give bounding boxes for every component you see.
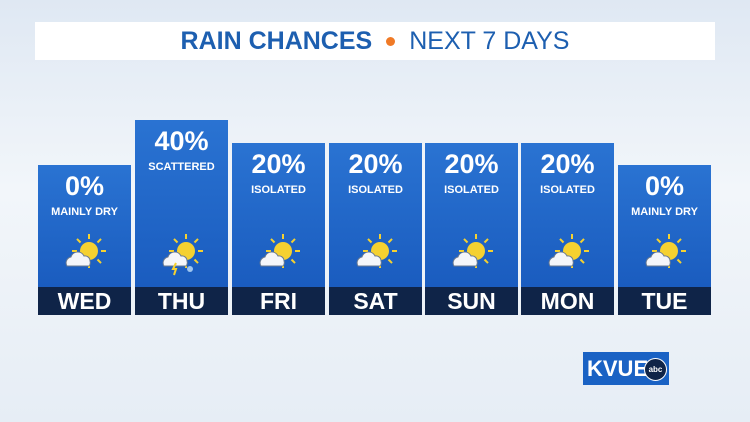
weather-icon — [452, 234, 493, 268]
day-label: SUN — [425, 287, 518, 315]
rain-chance: 40% — [154, 126, 209, 156]
network-logo: abc — [644, 358, 667, 381]
rain-chance: 20% — [540, 149, 595, 179]
rain-chance: 20% — [251, 149, 306, 179]
day-label: FRI — [232, 287, 325, 315]
separator-dot — [386, 36, 396, 46]
rain-chance: 0% — [644, 171, 685, 201]
weather-icon — [645, 234, 686, 268]
title: RAIN CHANCES — [180, 26, 373, 55]
day-column: 20% ISOLATED MON — [521, 143, 614, 315]
day-column: 20% ISOLATED SAT — [329, 143, 422, 315]
day-column: 0% MAINLY DRY WED — [38, 165, 131, 315]
title-bar: RAIN CHANCES NEXT 7 DAYS — [35, 22, 715, 60]
weather-icon — [548, 234, 589, 268]
description: MAINLY DRY — [631, 206, 698, 218]
description: SCATTERED — [148, 161, 215, 173]
station-name: KVUE — [587, 356, 649, 381]
description: ISOLATED — [251, 184, 306, 196]
weather-icon — [65, 234, 106, 268]
description: MAINLY DRY — [51, 206, 118, 218]
rain-chance: 0% — [64, 171, 105, 201]
weather-icon — [356, 234, 397, 268]
day-label: MON — [521, 287, 614, 315]
day-column: 20% ISOLATED FRI — [232, 143, 325, 315]
description: ISOLATED — [348, 184, 403, 196]
day-column: 20% ISOLATED SUN — [425, 143, 518, 315]
rain-chance: 20% — [348, 149, 403, 179]
day-label: TUE — [618, 287, 711, 315]
day-label: THU — [135, 287, 228, 315]
day-label: WED — [38, 287, 131, 315]
description: ISOLATED — [540, 184, 595, 196]
weather-icon — [259, 234, 300, 268]
day-column: 40% SCATTERED THU — [135, 120, 228, 315]
day-label: SAT — [329, 287, 422, 315]
day-column: 0% MAINLY DRY TUE — [618, 165, 711, 315]
station-logo: KVUE abc — [583, 352, 669, 385]
subtitle: NEXT 7 DAYS — [409, 26, 570, 55]
rain-chance: 20% — [444, 149, 499, 179]
weather-icon — [162, 234, 203, 276]
description: ISOLATED — [444, 184, 499, 196]
